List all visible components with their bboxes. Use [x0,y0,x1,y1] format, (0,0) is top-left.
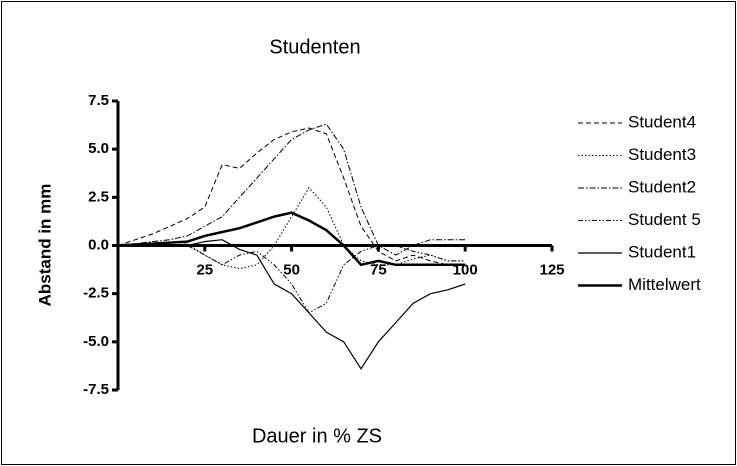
legend-label: Student3 [628,145,696,164]
legend-label: Student2 [628,177,696,196]
y-tick-label: 2.5 [88,188,109,205]
y-tick-label: -5.0 [83,333,109,350]
chart-title: Studenten [269,36,360,58]
y-tick-label: -7.5 [83,381,109,398]
x-axis-label: Dauer in % ZS [252,425,382,447]
y-tick-label: -2.5 [83,285,109,302]
legend-label: Mittelwert [628,275,701,294]
series-line [118,239,466,370]
legend-label: Student4 [628,112,696,131]
y-axis-label: Abstand in mm [35,184,54,307]
legend-label: Student1 [628,242,696,261]
y-tick-label: 5.0 [88,140,109,157]
series-line [117,123,466,256]
series-line [117,211,466,267]
legend-label: Student 5 [628,210,701,229]
x-tick-label: 25 [196,261,213,278]
y-tick-label: 0.0 [88,236,109,253]
x-tick-label: 75 [370,261,387,278]
x-tick-label: 50 [283,261,300,278]
x-tick-label: 125 [539,261,564,278]
series-line [117,127,466,266]
y-tick-label: 7.5 [88,92,109,109]
